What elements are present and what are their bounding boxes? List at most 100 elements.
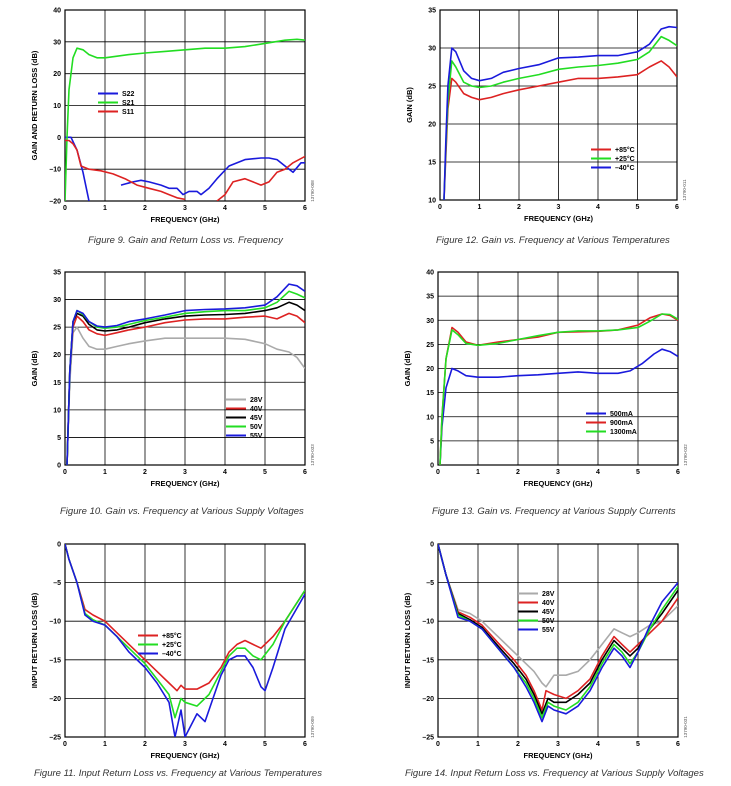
series-line-s11 xyxy=(216,155,305,201)
x-tick-label: 0 xyxy=(436,469,440,476)
x-tick-label: 1 xyxy=(103,469,107,476)
gridlines xyxy=(439,9,678,201)
x-axis-label: FREQUENCY (GHz) xyxy=(524,214,594,223)
x-tick-label: 2 xyxy=(143,469,147,476)
y-tick-label: 0 xyxy=(430,463,434,470)
chart-svg: 0 1 2 3 4 5 6 0 5 10 15 20 25 30 35 40 FREQUENCY (GHz) GA… xyxy=(403,270,688,489)
y-tick-label: 20 xyxy=(428,122,436,129)
legend-label: +85°C xyxy=(162,632,182,640)
x-tick-label: 4 xyxy=(596,469,600,476)
series-group xyxy=(439,313,678,465)
y-tick-label: 5 xyxy=(57,435,61,442)
x-tick-label: 2 xyxy=(516,469,520,476)
y-tick-label: 15 xyxy=(428,160,436,167)
y-tick-label: 30 xyxy=(426,318,434,325)
legend-label: 50V xyxy=(542,618,555,625)
y-tick-label: –20 xyxy=(422,696,434,703)
chart-panel-fig9: 0 1 2 3 4 5 6 –20 –10 0 10 20 30 40 FREQUENCY (GHz) GAI… xyxy=(0,0,365,262)
x-tick-label: 6 xyxy=(676,741,680,748)
figure-caption: Figure 13. Gain vs. Frequency at Various… xyxy=(432,506,676,517)
y-tick-label: 0 xyxy=(430,542,434,549)
series-line-1300ma xyxy=(439,313,678,465)
chart-panel-fig11: 0 1 2 3 4 5 6 –25 –20 –15 –10 –5 0 FREQUENCY (GHz) INP… xyxy=(0,524,365,786)
y-axis-label: INPUT RETURN LOSS (dB) xyxy=(403,592,412,688)
chart-svg: 0 1 2 3 4 5 6 10 15 20 25 30 35 FREQUENCY (GHz) GAIN (… xyxy=(405,8,687,224)
x-tick-label: 2 xyxy=(143,741,147,748)
y-tick-label: 30 xyxy=(428,46,436,53)
x-tick-label: 3 xyxy=(556,741,560,748)
legend-label: S22 xyxy=(122,91,135,98)
x-tick-label: 2 xyxy=(143,205,147,212)
y-axis-label: GAIN AND RETURN LOSS (dB) xyxy=(30,50,39,160)
x-tick-label: 3 xyxy=(556,469,560,476)
y-tick-label: –10 xyxy=(49,167,61,174)
y-axis-label: GAIN (dB) xyxy=(30,350,39,386)
series-line-s11 xyxy=(65,139,186,201)
legend-label: +25°C xyxy=(615,155,635,163)
y-tick-label: 15 xyxy=(53,380,61,387)
x-tick-label: 4 xyxy=(596,741,600,748)
x-tick-label: 5 xyxy=(263,205,267,212)
figure-caption: Figure 14. Input Return Loss vs. Frequen… xyxy=(405,768,704,779)
x-tick-label: 1 xyxy=(103,741,107,748)
series-line-500ma xyxy=(439,348,678,465)
series-line-85c xyxy=(443,60,677,200)
y-tick-label: 25 xyxy=(426,342,434,349)
y-tick-label: –25 xyxy=(422,735,434,742)
legend-label: S11 xyxy=(122,109,134,116)
figure-id: 13790-033 xyxy=(310,444,315,466)
y-tick-label: 40 xyxy=(53,8,61,15)
y-tick-label: 35 xyxy=(428,8,436,15)
legend-label: 1300mA xyxy=(610,429,637,436)
y-tick-label: 35 xyxy=(53,270,61,277)
y-tick-label: –5 xyxy=(426,580,434,587)
chart-panel-fig13: 0 1 2 3 4 5 6 0 5 10 15 20 25 30 35 40 FREQUENCY (GHz) GA… xyxy=(370,262,731,524)
series-line-85c xyxy=(65,544,305,692)
series-line-25c xyxy=(443,35,677,200)
series-line-45v xyxy=(66,301,305,465)
series-group xyxy=(65,544,305,737)
figure-id: 13790-031 xyxy=(683,716,688,738)
chart-panel-fig12: 0 1 2 3 4 5 6 10 15 20 25 30 35 FREQUENCY (GHz) GAIN (… xyxy=(370,0,731,262)
x-axis-label: FREQUENCY (GHz) xyxy=(150,215,220,224)
x-tick-label: 6 xyxy=(303,469,307,476)
legend-label: +25°C xyxy=(162,641,182,649)
gridlines xyxy=(437,271,679,466)
y-tick-label: 20 xyxy=(53,71,61,78)
x-tick-label: 6 xyxy=(303,741,307,748)
legend: S22 S21 S11 xyxy=(98,91,135,116)
legend: 28V 40V 45V 50V 55V xyxy=(226,397,263,440)
legend-label: –40°C xyxy=(615,164,635,172)
legend-label: 28V xyxy=(250,397,263,404)
x-tick-label: 4 xyxy=(223,205,227,212)
legend: 28V 40V 45V 50V 55V xyxy=(518,591,555,634)
x-tick-label: 6 xyxy=(303,205,307,212)
y-tick-label: 20 xyxy=(426,366,434,373)
x-tick-label: 3 xyxy=(183,205,187,212)
y-tick-label: 10 xyxy=(428,198,436,205)
x-tick-label: 6 xyxy=(676,469,680,476)
x-tick-label: 5 xyxy=(636,741,640,748)
series-line-40v xyxy=(438,544,678,711)
x-tick-label: 4 xyxy=(223,469,227,476)
figure-id: 13790-032 xyxy=(683,444,688,466)
figure-caption: Figure 12. Gain vs. Frequency at Various… xyxy=(436,235,670,246)
plot-frame xyxy=(64,9,306,202)
plot-frame xyxy=(437,271,679,466)
x-tick-label: 3 xyxy=(183,741,187,748)
x-axis-label: FREQUENCY (GHz) xyxy=(150,479,220,488)
legend-label: 50V xyxy=(250,424,263,431)
legend-label: 500mA xyxy=(610,411,633,418)
chart-svg: 0 1 2 3 4 5 6 –20 –10 0 10 20 30 40 FREQUENCY (GHz) GAI… xyxy=(30,8,315,225)
y-tick-label: –15 xyxy=(422,657,434,664)
x-axis-label: FREQUENCY (GHz) xyxy=(523,479,593,488)
series-line-45v xyxy=(438,544,678,715)
series-group xyxy=(65,38,305,201)
y-tick-label: 30 xyxy=(53,297,61,304)
legend-label: 900mA xyxy=(610,420,633,427)
x-tick-label: 0 xyxy=(63,469,67,476)
y-tick-label: –10 xyxy=(49,619,61,626)
plot-frame xyxy=(439,9,678,201)
x-tick-label: 0 xyxy=(63,741,67,748)
figure-id: 13790-008 xyxy=(310,180,315,202)
